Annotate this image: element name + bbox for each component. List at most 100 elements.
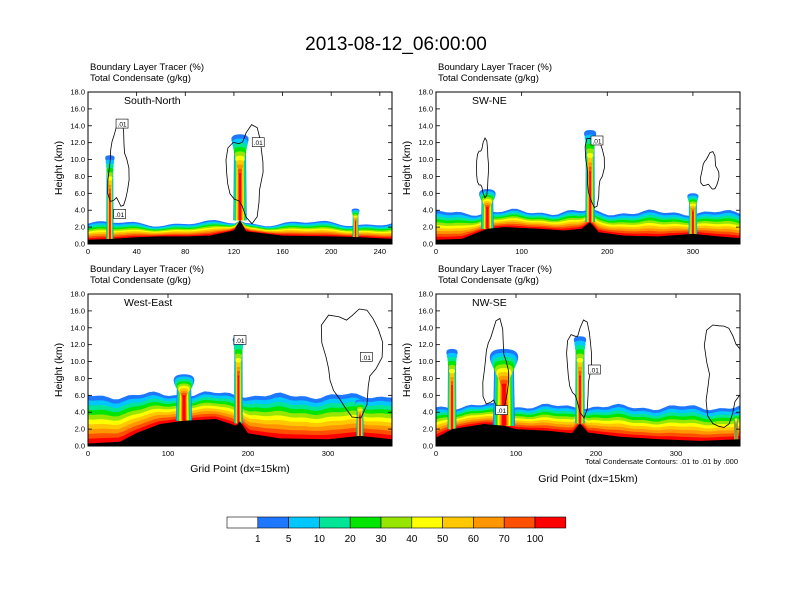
x-tick-label: 100 xyxy=(515,247,528,256)
tracer-plume xyxy=(231,134,249,221)
header-line-condensate: Total Condensate (g/kg) xyxy=(438,73,539,84)
contour-label: .01 xyxy=(588,364,601,375)
panel-sw-ne: .01 SW-NE 0.0 2.0 4.0 6.0 8.0 10.0 12.0 14.0 16.0 1… xyxy=(401,88,741,256)
header-line-tracer: Boundary Layer Tracer (%) xyxy=(90,62,204,73)
panel-label: South-North xyxy=(124,95,181,107)
condensate-contour xyxy=(566,319,593,419)
condensate-contour xyxy=(225,124,264,225)
contour-label-box xyxy=(590,135,604,146)
plot-frame xyxy=(87,91,393,245)
tracer-plume xyxy=(173,374,195,421)
contour-label: .01 xyxy=(590,135,604,146)
panel-header-west-east: Boundary Layer Tracer (%) Total Condensa… xyxy=(90,264,204,286)
colorbar-cell-6 xyxy=(411,516,443,529)
plume-band-10 xyxy=(450,385,454,430)
location-marker xyxy=(236,434,244,442)
contour-label: .01 xyxy=(495,405,508,415)
contour-footnote: Total Condensate Contours: .01 to .01 by… xyxy=(585,457,738,466)
x-tick-label: 80 xyxy=(181,247,189,256)
contour-label-text: .01 xyxy=(592,138,601,145)
plume-band-10 xyxy=(691,211,694,234)
plume-band-10 xyxy=(578,375,582,424)
plume-band-10 xyxy=(109,193,111,239)
contour-label-text: .01 xyxy=(590,368,599,375)
panel-west-east: .01 .01 West-East 0.0 2.0 4.0 6.0 8.0 10.0 12.0 14… xyxy=(53,290,393,475)
plume-band-10 xyxy=(237,375,240,424)
colorbar-cell-10 xyxy=(534,516,567,529)
panel-header-south-north: Boundary Layer Tracer (%) Total Condensa… xyxy=(90,62,204,84)
x-tick-label: 100 xyxy=(162,449,175,458)
y-axis-title: Height (km) xyxy=(53,343,65,397)
plume-band-10 xyxy=(485,207,489,229)
colorbar-label: 60 xyxy=(468,534,480,545)
plot-frame xyxy=(435,293,741,447)
header-line-tracer: Boundary Layer Tracer (%) xyxy=(90,264,204,275)
contour-label: .01 xyxy=(113,209,126,219)
contour-label-text: .01 xyxy=(235,338,244,345)
tracer-plume xyxy=(351,208,360,238)
condensate-contour xyxy=(700,151,720,190)
tracer-plume xyxy=(446,348,458,430)
y-tick-label: 6.0 xyxy=(423,189,433,198)
tracer-plume xyxy=(479,189,496,229)
plume-band-10 xyxy=(354,221,357,238)
y-tick-label: 10.0 xyxy=(70,155,85,164)
y-tick-label: 0.0 xyxy=(75,240,85,249)
contour-label-box xyxy=(588,364,601,375)
y-axis-title: Height (km) xyxy=(401,141,413,195)
y-tick-label: 6.0 xyxy=(75,391,85,400)
y-tick-label: 10.0 xyxy=(418,155,433,164)
terrain xyxy=(436,423,740,446)
condensate-contour xyxy=(703,324,740,428)
y-tick-label: 12.0 xyxy=(70,340,85,349)
y-tick-label: 16.0 xyxy=(418,306,433,315)
tracer-plume xyxy=(687,193,699,234)
y-tick-label: 2.0 xyxy=(423,223,433,232)
colorbar-cell-9 xyxy=(503,516,536,529)
plume-band-10 xyxy=(238,173,242,221)
plot-frame xyxy=(87,293,393,447)
tracer-plume xyxy=(105,155,115,239)
y-tick-label: 6.0 xyxy=(423,391,433,400)
colorbar-label: 10 xyxy=(314,534,326,545)
contour-label-box xyxy=(113,209,126,219)
y-tick-label: 8.0 xyxy=(423,172,433,181)
colorbar-cell-4 xyxy=(349,516,382,529)
x-tick-label: 160 xyxy=(276,247,289,256)
x-axis-title: Grid Point (dx=15km) xyxy=(538,473,638,485)
y-tick-label: 0.0 xyxy=(423,442,433,451)
x-tick-label: 300 xyxy=(670,449,683,458)
contour-label: .01 xyxy=(251,137,265,147)
y-axis-title: Height (km) xyxy=(53,141,65,195)
header-line-condensate: Total Condensate (g/kg) xyxy=(90,275,191,286)
y-tick-label: 2.0 xyxy=(75,425,85,434)
y-tick-label: 0.0 xyxy=(75,442,85,451)
contour-label-box xyxy=(251,137,265,147)
header-line-condensate: Total Condensate (g/kg) xyxy=(90,73,191,84)
tracer-field xyxy=(436,130,740,244)
location-marker xyxy=(576,434,584,442)
contour-label-box xyxy=(115,118,129,129)
contour-label: .01 xyxy=(360,352,373,362)
colorbar-label: 1 xyxy=(255,534,261,545)
panel-label: West-East xyxy=(124,297,172,309)
colorbar-label: 40 xyxy=(406,534,418,545)
y-tick-label: 8.0 xyxy=(75,172,85,181)
panel-south-north: .01 .01 .01 South-North 0.0 2.0 4.0 6.0 8.0 10.0 1… xyxy=(53,88,393,256)
y-tick-label: 16.0 xyxy=(70,104,85,113)
x-tick-label: 240 xyxy=(374,247,387,256)
x-tick-label: 100 xyxy=(510,449,523,458)
y-tick-label: 12.0 xyxy=(418,138,433,147)
panel-label: SW-NE xyxy=(472,95,507,107)
x-tick-label: 0 xyxy=(86,247,90,256)
y-tick-label: 8.0 xyxy=(423,374,433,383)
panel-nw-se: .01 .01 NW-SE 0.0 2.0 4.0 6.0 8.0 10.0 12.0 14.0 16… xyxy=(401,290,741,485)
tracer-plume xyxy=(573,336,587,424)
colorbar-label: 30 xyxy=(375,534,387,545)
y-tick-label: 6.0 xyxy=(75,189,85,198)
tracer-plume xyxy=(232,336,245,424)
colorbar: 1 5 10 20 30 40 50 60 70 100 xyxy=(226,516,567,545)
colorbar-label: 70 xyxy=(499,534,511,545)
header-line-condensate: Total Condensate (g/kg) xyxy=(438,275,539,286)
plot-frame xyxy=(435,91,741,245)
